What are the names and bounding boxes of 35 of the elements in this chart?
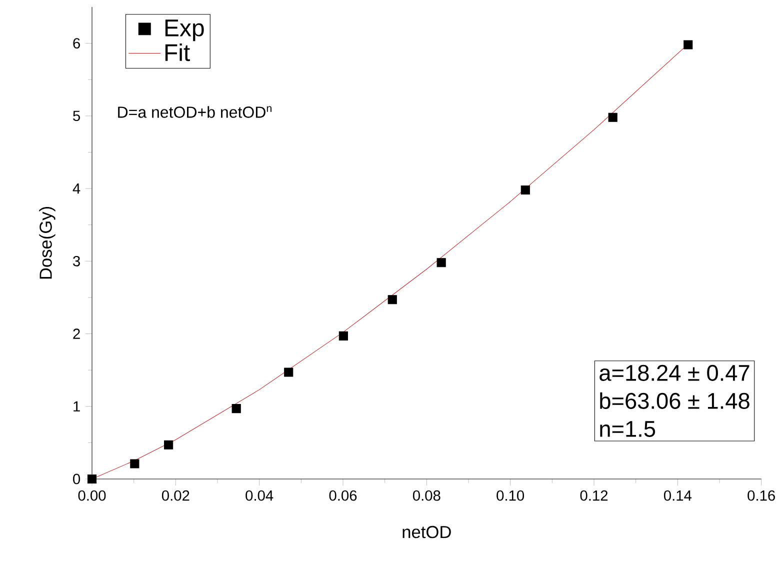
x-tick-label: 0.16	[748, 490, 775, 501]
annotation: a=18.24 ± 0.47	[600, 364, 750, 381]
y-tick-label: 2	[73, 328, 80, 339]
point	[684, 40, 693, 50]
point	[87, 474, 97, 484]
y-tick-label: 3	[73, 256, 80, 266]
x-tick-label: 0.12	[580, 490, 608, 501]
x-tick-label: 0.06	[329, 490, 357, 501]
y-tick-label: 1	[74, 401, 80, 412]
point	[164, 440, 174, 450]
point	[520, 185, 530, 195]
x-tick-label: 0.00	[78, 490, 106, 501]
x-axis-title: netOD	[402, 526, 451, 538]
point	[436, 258, 446, 268]
x-tick-label: 0.08	[412, 490, 440, 501]
x-tick-label: 0.10	[496, 490, 524, 501]
point	[388, 295, 397, 304]
point	[284, 368, 294, 377]
point	[338, 331, 348, 340]
y-axis-title: Dose(Gy)	[39, 206, 56, 279]
legend-label: Exp	[165, 20, 204, 42]
x-tick-label: 0.14	[664, 490, 692, 501]
annotation: n=1.5	[600, 421, 656, 437]
point	[232, 404, 241, 414]
y-tick-label: 4	[72, 184, 80, 194]
y-tick-label: 5	[73, 110, 80, 122]
y-tick-label: 6	[73, 38, 80, 48]
annotation: D=a netOD+b netOD$^{n}$	[118, 106, 272, 118]
y-tick-label: 0	[73, 474, 80, 484]
legend-label: Fit	[165, 44, 190, 62]
x-tick-label: 0.04	[246, 490, 274, 501]
annotation: b=63.06 ± 1.48	[600, 392, 750, 409]
point	[608, 112, 618, 122]
x-tick-label: 0.02	[162, 490, 190, 501]
point	[130, 459, 140, 468]
